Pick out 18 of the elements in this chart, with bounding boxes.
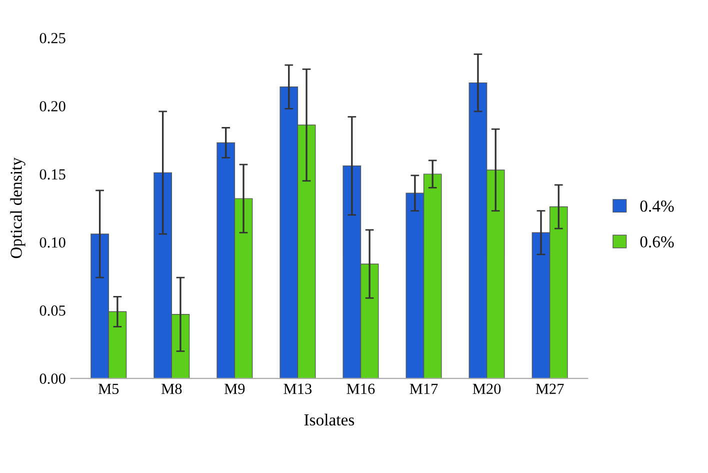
y-tick-label: 0.05: [40, 305, 66, 316]
y-tick-label: 0.10: [40, 237, 66, 248]
x-tick-label: M17: [410, 384, 438, 394]
x-tick-label: M27: [536, 384, 564, 394]
y-axis-title: Optical density: [10, 158, 26, 258]
legend-label: 0.4%: [640, 200, 674, 212]
y-tick-label: 0.20: [40, 101, 66, 112]
x-tick-label: M9: [224, 384, 245, 394]
y-tick-label: 0.00: [40, 374, 66, 384]
x-tick-label: M13: [284, 384, 312, 394]
y-tick-label: 0.25: [40, 32, 66, 44]
x-tick-label: M16: [346, 384, 375, 394]
x-tick-label: M5: [98, 384, 119, 394]
x-axis-title: Isolates: [304, 414, 354, 426]
x-tick-label: M20: [472, 384, 501, 394]
y-tick-label: 0.15: [40, 169, 66, 180]
x-tick-label: M8: [161, 384, 182, 394]
legend-label: 0.6%: [640, 236, 674, 248]
